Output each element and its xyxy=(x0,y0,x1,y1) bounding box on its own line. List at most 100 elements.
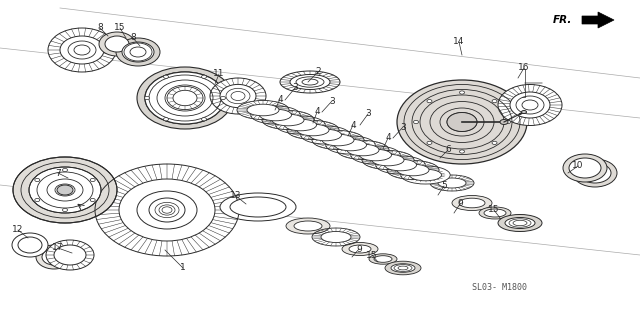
Ellipse shape xyxy=(397,164,429,176)
Text: FR.: FR. xyxy=(552,15,572,25)
Ellipse shape xyxy=(280,71,340,93)
Ellipse shape xyxy=(385,159,417,171)
Ellipse shape xyxy=(447,113,477,131)
Text: 15: 15 xyxy=(488,205,500,214)
Ellipse shape xyxy=(46,240,94,270)
Ellipse shape xyxy=(294,221,322,231)
Ellipse shape xyxy=(286,218,330,234)
Text: 15: 15 xyxy=(115,24,125,33)
Ellipse shape xyxy=(226,88,250,104)
Ellipse shape xyxy=(484,209,506,217)
Ellipse shape xyxy=(362,151,414,169)
Ellipse shape xyxy=(459,198,485,208)
Ellipse shape xyxy=(413,120,419,123)
Ellipse shape xyxy=(202,75,207,78)
Ellipse shape xyxy=(410,169,442,181)
Ellipse shape xyxy=(90,178,95,182)
Ellipse shape xyxy=(360,149,392,161)
Text: 3: 3 xyxy=(292,84,298,93)
Ellipse shape xyxy=(287,121,339,139)
Ellipse shape xyxy=(498,214,542,232)
Text: 4: 4 xyxy=(350,121,356,130)
Ellipse shape xyxy=(573,159,617,187)
Ellipse shape xyxy=(137,191,197,229)
Ellipse shape xyxy=(105,36,129,52)
Ellipse shape xyxy=(516,96,544,114)
Ellipse shape xyxy=(63,168,67,172)
Ellipse shape xyxy=(74,45,90,55)
Ellipse shape xyxy=(99,32,135,56)
Text: 9: 9 xyxy=(457,199,463,209)
Ellipse shape xyxy=(492,141,497,145)
Ellipse shape xyxy=(130,47,146,57)
Text: 3: 3 xyxy=(400,122,406,131)
Ellipse shape xyxy=(259,109,291,121)
Ellipse shape xyxy=(48,28,116,72)
Text: 5: 5 xyxy=(441,182,447,190)
Ellipse shape xyxy=(90,198,95,202)
Ellipse shape xyxy=(522,110,527,114)
Ellipse shape xyxy=(36,245,72,269)
Ellipse shape xyxy=(95,164,239,256)
Ellipse shape xyxy=(312,130,364,150)
Text: 10: 10 xyxy=(572,161,584,170)
Text: 17: 17 xyxy=(52,243,64,253)
Ellipse shape xyxy=(60,36,104,64)
Ellipse shape xyxy=(12,233,48,257)
Ellipse shape xyxy=(509,219,531,227)
Polygon shape xyxy=(582,12,614,28)
Ellipse shape xyxy=(145,72,225,124)
Text: 3: 3 xyxy=(329,97,335,106)
Ellipse shape xyxy=(29,167,101,213)
Ellipse shape xyxy=(231,92,245,100)
Ellipse shape xyxy=(251,106,300,124)
Ellipse shape xyxy=(42,249,66,265)
Ellipse shape xyxy=(18,237,42,253)
Text: 4: 4 xyxy=(314,108,320,116)
Ellipse shape xyxy=(301,126,350,144)
Ellipse shape xyxy=(145,96,150,100)
Ellipse shape xyxy=(452,196,492,211)
Ellipse shape xyxy=(137,67,233,129)
Text: 8: 8 xyxy=(130,33,136,42)
Text: 2: 2 xyxy=(315,68,321,77)
Ellipse shape xyxy=(387,160,439,180)
Ellipse shape xyxy=(391,264,415,272)
Ellipse shape xyxy=(397,80,527,164)
Ellipse shape xyxy=(68,41,96,59)
Ellipse shape xyxy=(351,146,400,164)
Ellipse shape xyxy=(13,157,117,223)
Ellipse shape xyxy=(290,75,330,90)
Ellipse shape xyxy=(54,245,86,265)
Ellipse shape xyxy=(321,232,351,242)
Ellipse shape xyxy=(522,100,538,110)
Ellipse shape xyxy=(438,178,466,188)
Ellipse shape xyxy=(122,42,154,62)
Ellipse shape xyxy=(579,163,611,183)
Ellipse shape xyxy=(220,193,296,221)
Text: 4: 4 xyxy=(385,133,391,143)
Ellipse shape xyxy=(326,136,375,154)
Ellipse shape xyxy=(492,100,497,103)
Ellipse shape xyxy=(372,154,404,166)
Ellipse shape xyxy=(202,118,207,121)
Ellipse shape xyxy=(500,120,508,124)
Ellipse shape xyxy=(221,96,225,100)
Ellipse shape xyxy=(276,116,325,134)
Ellipse shape xyxy=(210,78,266,114)
Ellipse shape xyxy=(394,264,412,271)
Ellipse shape xyxy=(427,141,432,145)
Ellipse shape xyxy=(401,166,450,184)
Ellipse shape xyxy=(337,140,389,160)
Ellipse shape xyxy=(237,100,289,120)
Ellipse shape xyxy=(398,266,408,270)
Ellipse shape xyxy=(312,228,360,246)
Ellipse shape xyxy=(322,134,354,146)
Text: 4: 4 xyxy=(277,94,283,103)
Ellipse shape xyxy=(296,77,324,87)
Ellipse shape xyxy=(297,124,329,136)
Ellipse shape xyxy=(220,85,256,108)
Ellipse shape xyxy=(347,144,379,156)
Ellipse shape xyxy=(513,220,527,226)
Ellipse shape xyxy=(460,150,465,153)
